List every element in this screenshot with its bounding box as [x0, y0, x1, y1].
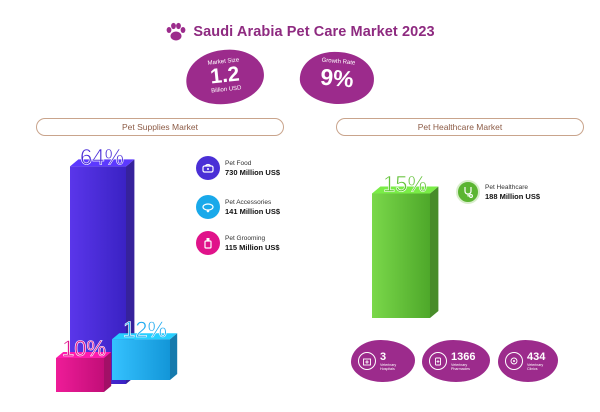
legend-pet-accessories-name: Pet Accessories	[225, 199, 272, 206]
stat-hospitals-label2: Hospitals	[380, 367, 395, 371]
legend-pet-food: Pet Food 730 Million US$	[196, 156, 280, 180]
legend-pet-food-name: Pet Food	[225, 160, 252, 167]
bar-pet-grooming-side	[104, 352, 112, 392]
legend-pet-grooming-value: 115 Million US$	[225, 243, 280, 252]
bar-pet-food-side	[126, 159, 135, 384]
pet-food-icon	[196, 156, 220, 180]
collar-icon	[196, 195, 220, 219]
supplies-section-header: Pet Supplies Market	[36, 118, 284, 136]
clinic-icon	[505, 352, 523, 370]
stat-clinics-value: 434	[527, 350, 546, 363]
bar-pet-healthcare-front	[372, 193, 430, 318]
stat-clinics-label1: Veterinary	[527, 362, 544, 367]
bar-label-pet-accessories: 12%	[123, 317, 167, 342]
legend-pet-grooming: Pet Grooming 115 Million US$	[196, 231, 280, 255]
hospital-icon	[358, 352, 376, 370]
bar-pet-grooming-top	[56, 352, 112, 358]
bar-pet-grooming-front	[56, 358, 104, 392]
title-row: Saudi Arabia Pet Care Market 2023	[0, 20, 600, 44]
bar-pet-healthcare-top	[372, 186, 439, 194]
pharmacy-icon	[429, 352, 447, 370]
paw-icon	[166, 22, 186, 41]
bar-label-pet-healthcare: 15%	[383, 172, 427, 197]
bar-pet-accessories	[112, 333, 178, 380]
healthcare-section-header: Pet Healthcare Market	[336, 118, 584, 136]
legend-pet-healthcare-value: 188 Million US$	[485, 192, 541, 201]
bar-pet-accessories-side	[170, 333, 178, 380]
stat-pharmacies-label2: Pharmacies	[451, 367, 470, 371]
stethoscope-icon	[456, 180, 480, 204]
bar-pet-healthcare	[372, 186, 439, 318]
bar-label-pet-grooming: 10%	[62, 336, 106, 361]
legend-pet-food-value: 730 Million US$	[225, 168, 281, 177]
legend-pet-accessories: Pet Accessories 141 Million US$	[196, 195, 280, 219]
stat-veterinary-pharmacies: 1366 Veterinary Pharmacies	[422, 340, 490, 382]
legend-pet-grooming-name: Pet Grooming	[225, 235, 266, 242]
grooming-icon	[196, 231, 220, 255]
page-title: Saudi Arabia Pet Care Market 2023	[193, 24, 435, 40]
legend-pet-accessories-value: 141 Million US$	[225, 207, 281, 216]
bar-labels-group: 64% 10% 12% 15%	[62, 144, 428, 361]
bar-pet-grooming	[56, 352, 112, 392]
bar-pet-accessories-front	[112, 339, 170, 380]
bar-label-pet-food: 64%	[80, 144, 124, 169]
bars-group	[56, 159, 439, 392]
stat-veterinary-hospitals: 3 Veterinary Hospitals	[351, 340, 415, 382]
bar-pet-food-top	[70, 159, 135, 167]
bar-pet-accessories-top	[112, 333, 178, 340]
stat-pharmacies-label1: Veterinary	[451, 362, 468, 367]
stat-clinics-label2: Clinics	[527, 367, 538, 371]
bar-pet-healthcare-side	[430, 186, 439, 318]
stat-hospitals-value: 3	[380, 350, 387, 363]
legend-pet-healthcare-name: Pet Healthcare	[485, 184, 528, 191]
stat-hospitals-label1: Veterinary	[380, 362, 397, 367]
stat-veterinary-clinics: 434 Veterinary Clinics	[498, 340, 558, 382]
legend-pet-healthcare: Pet Healthcare 188 Million US$	[456, 180, 540, 204]
stat-pharmacies-value: 1366	[451, 350, 476, 363]
